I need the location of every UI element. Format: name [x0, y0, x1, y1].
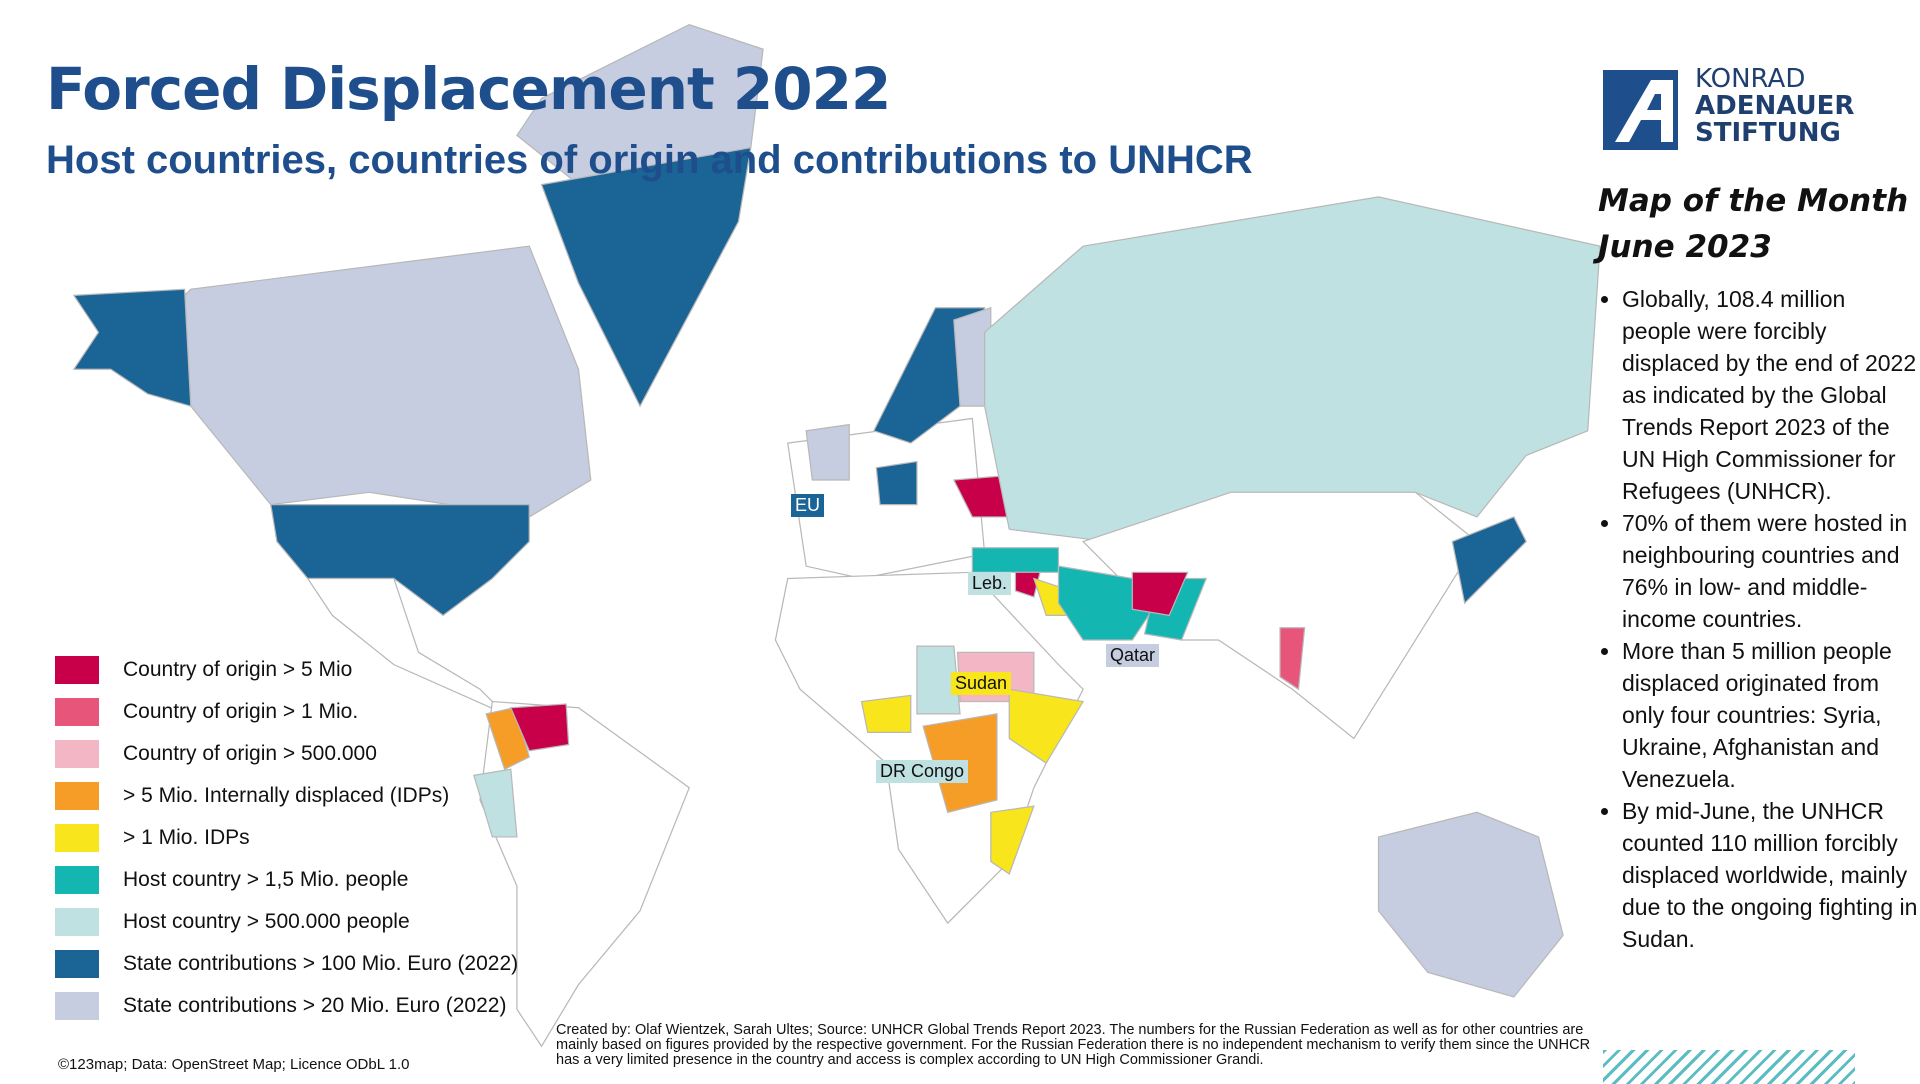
map-label: Sudan	[951, 672, 1012, 695]
title: Forced Displacement 2022	[46, 55, 891, 123]
country-shape	[875, 460, 918, 506]
country-shape	[72, 288, 192, 407]
bullet: 70% of them were hosted in neighbouring …	[1622, 507, 1920, 635]
legend-label: State contributions > 20 Mio. Euro (2022…	[123, 994, 507, 1017]
country-shape	[540, 146, 752, 408]
country-shape	[916, 645, 961, 715]
country-shape	[1377, 811, 1564, 998]
country-shape	[805, 423, 850, 481]
legend-label: > 5 Mio. Internally displaced (IDPs)	[123, 784, 450, 807]
legend-label: Country of origin > 1 Mio.	[123, 700, 359, 723]
map-label: DR Congo	[876, 760, 969, 783]
country-shape	[479, 700, 690, 1048]
subtitle: Host countries, countries of origin and …	[46, 138, 1253, 182]
legend-swatch	[55, 782, 99, 810]
source-note: Created by: Olaf Wientzek, Sarah Ultes; …	[556, 1022, 1591, 1068]
legend-swatch	[55, 908, 99, 936]
legend-swatch	[55, 992, 99, 1020]
map-label: Qatar	[1106, 644, 1160, 667]
legend-swatch	[55, 698, 99, 726]
bullet: More than 5 million people displaced ori…	[1622, 635, 1920, 795]
legend-label: Host country > 1,5 Mio. people	[123, 868, 409, 891]
country-shape	[860, 694, 912, 733]
legend-label: Host country > 500.000 people	[123, 910, 410, 933]
copyright: ©123map; Data: OpenStreet Map; Licence O…	[58, 1056, 410, 1073]
map-shapes	[72, 23, 1601, 1048]
map-label: Leb.	[968, 572, 1012, 595]
legend-label: Country of origin > 500.000	[123, 742, 377, 765]
country-shape	[473, 768, 518, 838]
country-shape	[1279, 627, 1306, 691]
country-shape	[1008, 688, 1085, 764]
logo-line: STIFTUNG	[1695, 118, 1841, 148]
legend-swatch	[55, 824, 99, 852]
map-label: EU	[791, 494, 825, 517]
legend-swatch	[55, 656, 99, 684]
legend-label: State contributions > 100 Mio. Euro (202…	[123, 952, 519, 975]
country-shape	[1131, 571, 1189, 617]
sidebar-heading: Map of the Month June 2023	[1598, 178, 1908, 270]
bullet: By mid-June, the UNHCR counted 110 milli…	[1622, 795, 1920, 955]
country-shape	[1081, 491, 1478, 740]
logo-line: ADENAUER	[1695, 91, 1855, 121]
logo-mark	[1603, 70, 1678, 150]
legend-swatch	[55, 740, 99, 768]
bullet-list: Globally, 108.4 million people were forc…	[1598, 283, 1920, 955]
legend-label: Country of origin > 5 Mio	[123, 658, 353, 681]
bullet: Globally, 108.4 million people were forc…	[1622, 283, 1920, 507]
logo-line: KONRAD	[1695, 64, 1806, 94]
legend-swatch	[55, 866, 99, 894]
country-shape	[306, 577, 506, 715]
legend-swatch	[55, 950, 99, 978]
country-shape	[971, 547, 1060, 573]
legend-label: > 1 Mio. IDPs	[123, 826, 250, 849]
country-shape	[984, 196, 1601, 543]
logo-text: KONRAD ADENAUER STIFTUNG	[1695, 66, 1854, 147]
heading-line: June 2023	[1598, 229, 1772, 265]
country-shape	[183, 245, 592, 518]
decoration	[1603, 1050, 1855, 1084]
country-shape	[270, 504, 530, 617]
country-shape	[1451, 516, 1527, 605]
country-shape	[990, 805, 1035, 875]
heading-line: Map of the Month	[1598, 183, 1909, 219]
country-shape	[509, 703, 570, 752]
